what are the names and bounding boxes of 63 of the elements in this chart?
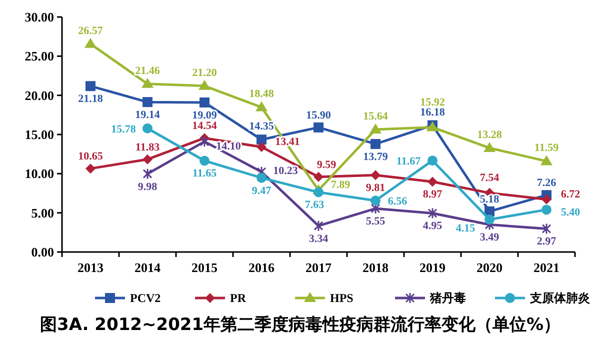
data-label: 8.97 <box>422 188 443 201</box>
data-label: 14.35 <box>249 120 274 133</box>
x-tick-label: 2017 <box>306 260 332 275</box>
data-label: 11.67 <box>396 156 422 168</box>
y-tick-label: 10.00 <box>24 166 54 182</box>
data-label: 21.20 <box>192 66 218 79</box>
data-label: 9.81 <box>366 182 386 194</box>
y-tick-label: 30.00 <box>24 10 54 25</box>
data-label: 5.55 <box>366 216 386 228</box>
data-label: 18.48 <box>249 88 274 100</box>
x-tick-label: 2020 <box>476 260 502 275</box>
legend-label: HPS <box>330 291 354 306</box>
x-tick-label: 2016 <box>248 260 275 275</box>
data-label: 19.09 <box>192 109 218 122</box>
legend-label: PCV2 <box>130 291 161 306</box>
y-tick-label: 25.00 <box>24 48 54 64</box>
data-label: 6.72 <box>560 188 581 200</box>
legend-label: 支原体肺炎 <box>529 291 591 306</box>
data-label: 14.10 <box>216 140 242 153</box>
data-label: 5.40 <box>560 206 581 219</box>
data-label: 9.59 <box>316 158 337 171</box>
data-label: 13.79 <box>363 150 388 163</box>
data-label: 15.92 <box>420 96 446 108</box>
x-tick-label: 2018 <box>362 260 389 275</box>
data-label: 9.47 <box>252 184 272 197</box>
x-tick-label: 2015 <box>192 260 218 275</box>
data-label: 10.23 <box>273 164 298 177</box>
legend-label: PR <box>230 291 246 306</box>
data-label: 13.28 <box>477 128 502 141</box>
data-label: 7.54 <box>480 172 500 184</box>
y-tick-label: 15.00 <box>24 127 54 142</box>
data-label: 21.46 <box>135 64 160 77</box>
x-tick-label: 2013 <box>78 260 104 275</box>
data-label: 15.78 <box>111 123 136 136</box>
legend-label: 猪丹毒 <box>429 291 466 306</box>
data-label: 10.65 <box>78 150 104 163</box>
data-label: 2.97 <box>536 236 557 248</box>
x-tick-label: 2021 <box>534 260 560 275</box>
x-tick-label: 2014 <box>134 260 161 275</box>
data-label: 4.15 <box>456 222 476 234</box>
data-label: 11.83 <box>135 141 160 154</box>
data-label: 4.95 <box>422 220 443 232</box>
data-label: 14.54 <box>192 120 218 132</box>
x-tick-label: 2019 <box>420 260 446 275</box>
y-tick-label: 0.00 <box>31 244 54 260</box>
y-tick-label: 20.00 <box>24 88 54 103</box>
data-label: 16.18 <box>420 106 446 118</box>
data-label: 15.90 <box>306 109 332 122</box>
data-label: 3.34 <box>308 232 329 245</box>
data-label: 19.14 <box>135 109 160 122</box>
data-label: 15.64 <box>363 110 388 122</box>
data-label: 3.49 <box>480 232 500 244</box>
y-tick-label: 5.00 <box>31 205 54 220</box>
data-label: 9.98 <box>138 180 158 193</box>
data-label: 6.56 <box>388 196 408 208</box>
data-label: 21.18 <box>78 93 104 106</box>
data-label: 26.57 <box>78 24 104 37</box>
text: 图3A. 2012~2021年第二季度病毒性疫病群流行率变化（单位%） <box>40 315 561 335</box>
data-label: 7.26 <box>536 177 557 190</box>
data-label: 7.63 <box>304 199 325 212</box>
data-label: 7.89 <box>330 179 351 192</box>
data-label: 11.59 <box>534 142 560 154</box>
data-label: 11.65 <box>192 168 218 180</box>
